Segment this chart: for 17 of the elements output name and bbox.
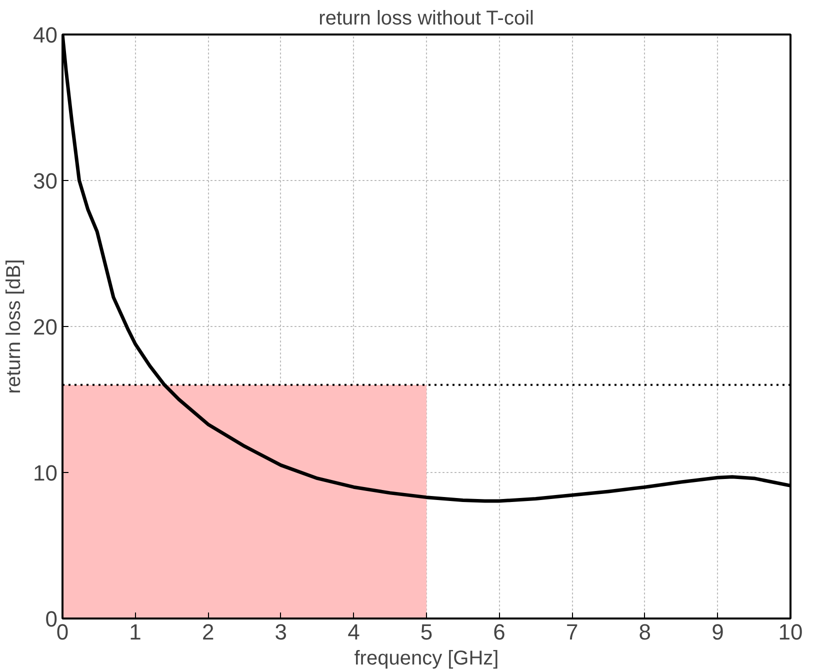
x-tick-label: 10 (778, 620, 803, 644)
y-tick-label: 30 (33, 168, 58, 194)
y-tick-label: 40 (33, 22, 58, 48)
x-tick-label: 3 (274, 620, 288, 644)
x-tick-label: 6 (493, 620, 506, 644)
y-tick-label: 20 (33, 314, 58, 340)
x-tick-label: 4 (348, 620, 360, 644)
chart-title: return loss without T-coil (318, 8, 534, 30)
x-tick-label: 5 (420, 620, 433, 644)
x-tick-label: 8 (638, 620, 652, 644)
y-tick-label: 10 (33, 460, 58, 486)
x-axis-title: frequency [GHz] (354, 648, 499, 670)
x-tick-label: 2 (202, 620, 214, 644)
x-tick-label: 7 (566, 620, 578, 644)
x-tick-label: 1 (129, 620, 142, 644)
y-axis-title: return loss [dB] (3, 259, 26, 394)
x-tick-label: 9 (712, 620, 724, 644)
